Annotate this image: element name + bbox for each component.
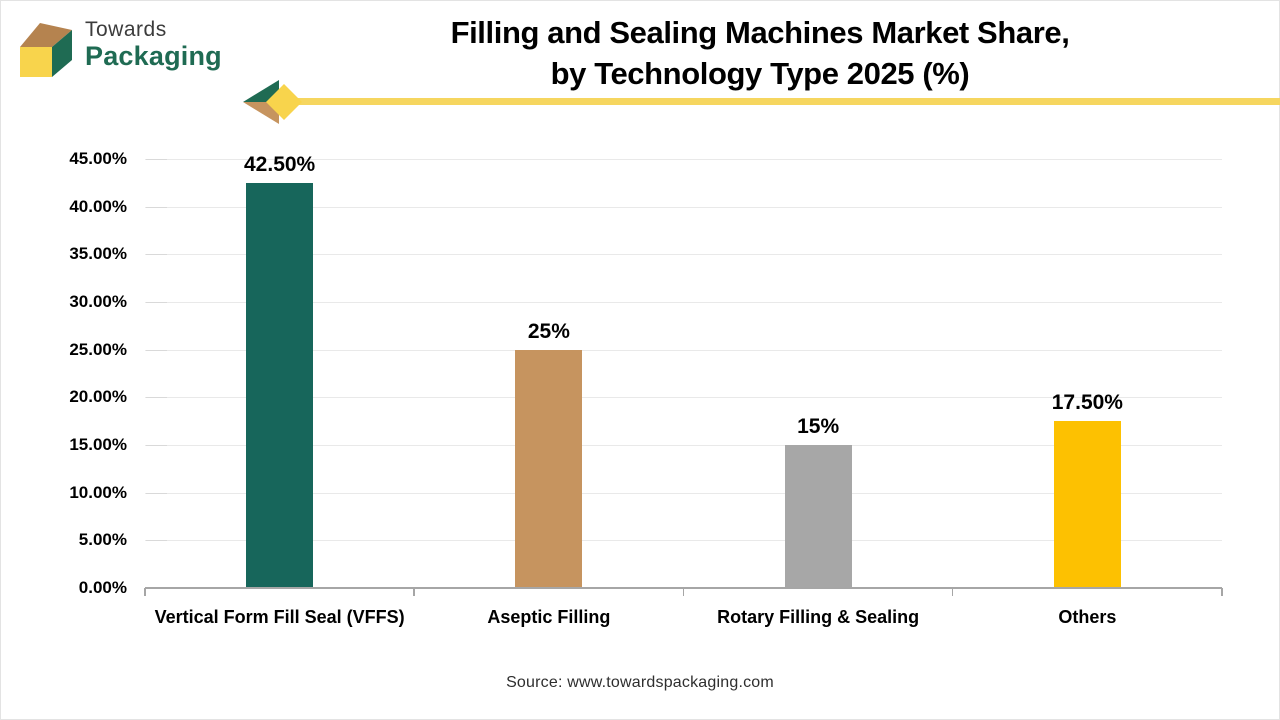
gridline [145,349,1222,351]
brand-logo: Towards Packaging [0,0,240,100]
x-axis-category-label: Rotary Filling & Sealing [717,607,920,627]
x-axis-category-label: Others [1058,607,1117,627]
y-axis-tick-label: 15.00% [69,435,127,454]
brand-name-bottom: Packaging [85,41,222,71]
gridline [145,302,1222,303]
gridline [145,206,1222,208]
bar [246,182,314,588]
brand-name-top: Towards [85,18,167,41]
gridline [145,159,1222,160]
x-axis-category-label: Aseptic Filling [487,607,611,627]
x-axis-tick [951,588,954,596]
y-axis-tick [146,445,167,446]
bar-value-label: 15% [797,415,840,438]
y-axis-tick [146,159,167,160]
x-axis-tick [1221,588,1223,596]
y-axis-tick-label: 5.00% [78,530,127,550]
y-axis-tick [146,349,167,351]
y-axis-tick [146,254,167,256]
bar-value-label: 17.50% [1051,391,1123,415]
y-axis-tick-label: 0.00% [78,578,127,597]
y-axis-tick [146,397,167,399]
chart-title-line1: Filling and Sealing Machines Market Shar… [450,15,1070,50]
y-axis-tick [146,492,167,494]
gridline [145,397,1222,399]
gridline [145,540,1222,542]
y-axis-tick-label: 10.00% [69,482,127,502]
isometric-box-icon [20,23,72,77]
bar-value-label: 25% [527,319,570,343]
arrow-diamond-icon [243,80,1280,124]
chart-title-line2: by Technology Type 2025 (%) [550,56,970,91]
y-axis-tick-label: 45.00% [69,149,127,168]
brand-name: Towards Packaging [85,19,222,70]
bar [515,349,583,588]
y-axis-tick [146,206,167,208]
x-axis-tick [413,588,415,596]
source-text: Source: www.towardspackaging.com [506,674,774,691]
chart-title: Filling and Sealing Machines Market Shar… [330,12,1190,94]
x-axis-category-label: Vertical Form Fill Seal (VFFS) [154,607,405,627]
gridline [145,445,1222,446]
x-axis-tick [682,588,685,596]
bar [1053,421,1121,588]
y-axis-tick-label: 20.00% [69,387,127,407]
bar-value-label: 42.50% [244,152,316,176]
y-axis-tick-label: 40.00% [69,196,127,216]
y-axis-tick-label: 30.00% [69,292,127,311]
gridline [145,492,1222,494]
y-axis-tick [146,540,167,542]
y-axis-tick [146,302,167,303]
x-axis-tick [144,588,146,596]
y-axis-tick-label: 35.00% [69,244,127,264]
y-axis-tick-label: 25.00% [69,339,127,359]
bar [784,445,852,588]
gridline [145,254,1222,256]
